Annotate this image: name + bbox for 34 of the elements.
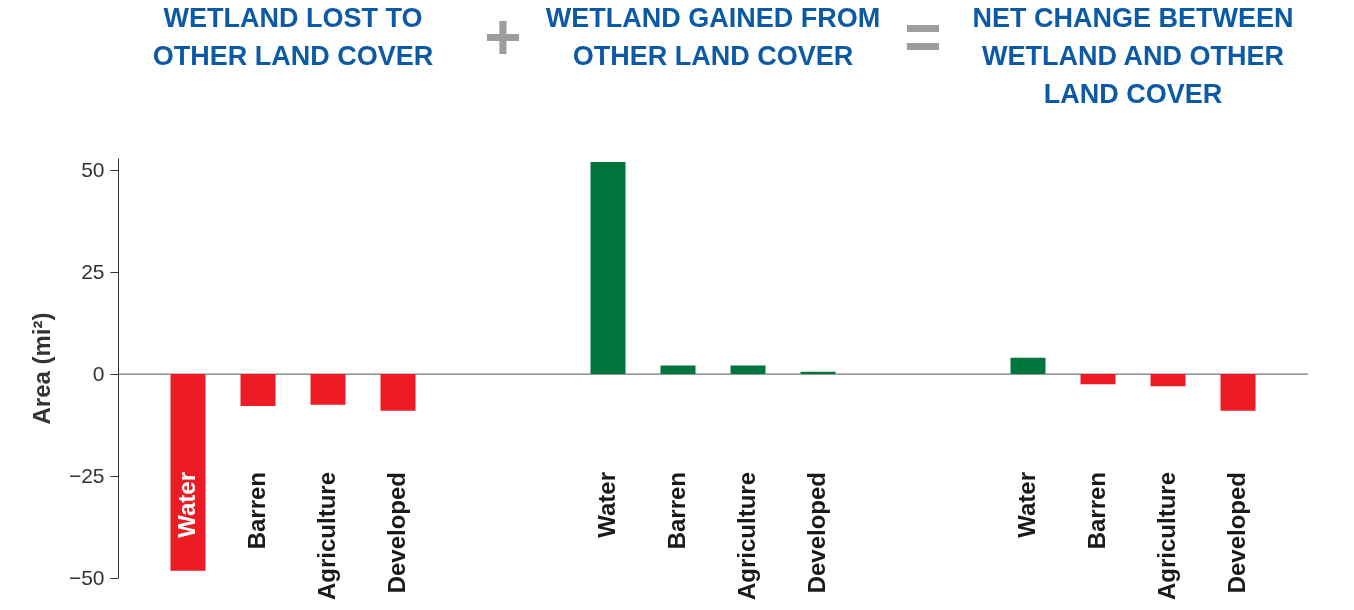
text: WETLAND GAINED FROM OTHER LAND COVER <box>545 3 881 71</box>
text: NET CHANGE BETWEEN WETLAND AND OTHER LAND COVER <box>972 3 1294 109</box>
bar <box>380 374 416 411</box>
y-tick-label: −25 <box>68 463 105 487</box>
bar <box>240 374 276 406</box>
x-tick-label: Agriculture <box>1153 471 1180 600</box>
y-tick-label: −50 <box>68 565 105 589</box>
x-tick-label: Barren <box>663 471 690 550</box>
x-tick-label: Agriculture <box>313 471 340 600</box>
bar <box>310 374 346 405</box>
x-tick-label: Developed <box>1223 471 1250 594</box>
bar <box>1150 374 1186 387</box>
x-tick-label: Developed <box>383 471 410 594</box>
x-tick-label: Water <box>593 471 620 538</box>
text: + <box>484 1 522 73</box>
bar <box>170 374 206 571</box>
x-tick-label: Water <box>173 471 200 538</box>
bar <box>590 162 626 375</box>
bar <box>730 365 766 375</box>
y-tick-label: 50 <box>81 157 105 181</box>
bar <box>1010 357 1046 375</box>
y-tick-label: 25 <box>81 259 105 283</box>
y-axis-title: Area (mi²) <box>27 312 55 425</box>
bar <box>1080 374 1116 385</box>
x-tick-label: Barren <box>243 471 270 550</box>
y-tick-label: 0 <box>92 361 105 385</box>
bar <box>1220 374 1256 411</box>
x-tick-label: Developed <box>803 471 830 594</box>
x-tick-label: Agriculture <box>733 471 760 600</box>
x-tick-label: Barren <box>1083 471 1110 550</box>
text: = <box>904 1 942 73</box>
x-tick-label: Water <box>1013 471 1040 538</box>
text: WETLAND LOST TO OTHER LAND COVER <box>152 3 434 71</box>
bar <box>660 365 696 375</box>
